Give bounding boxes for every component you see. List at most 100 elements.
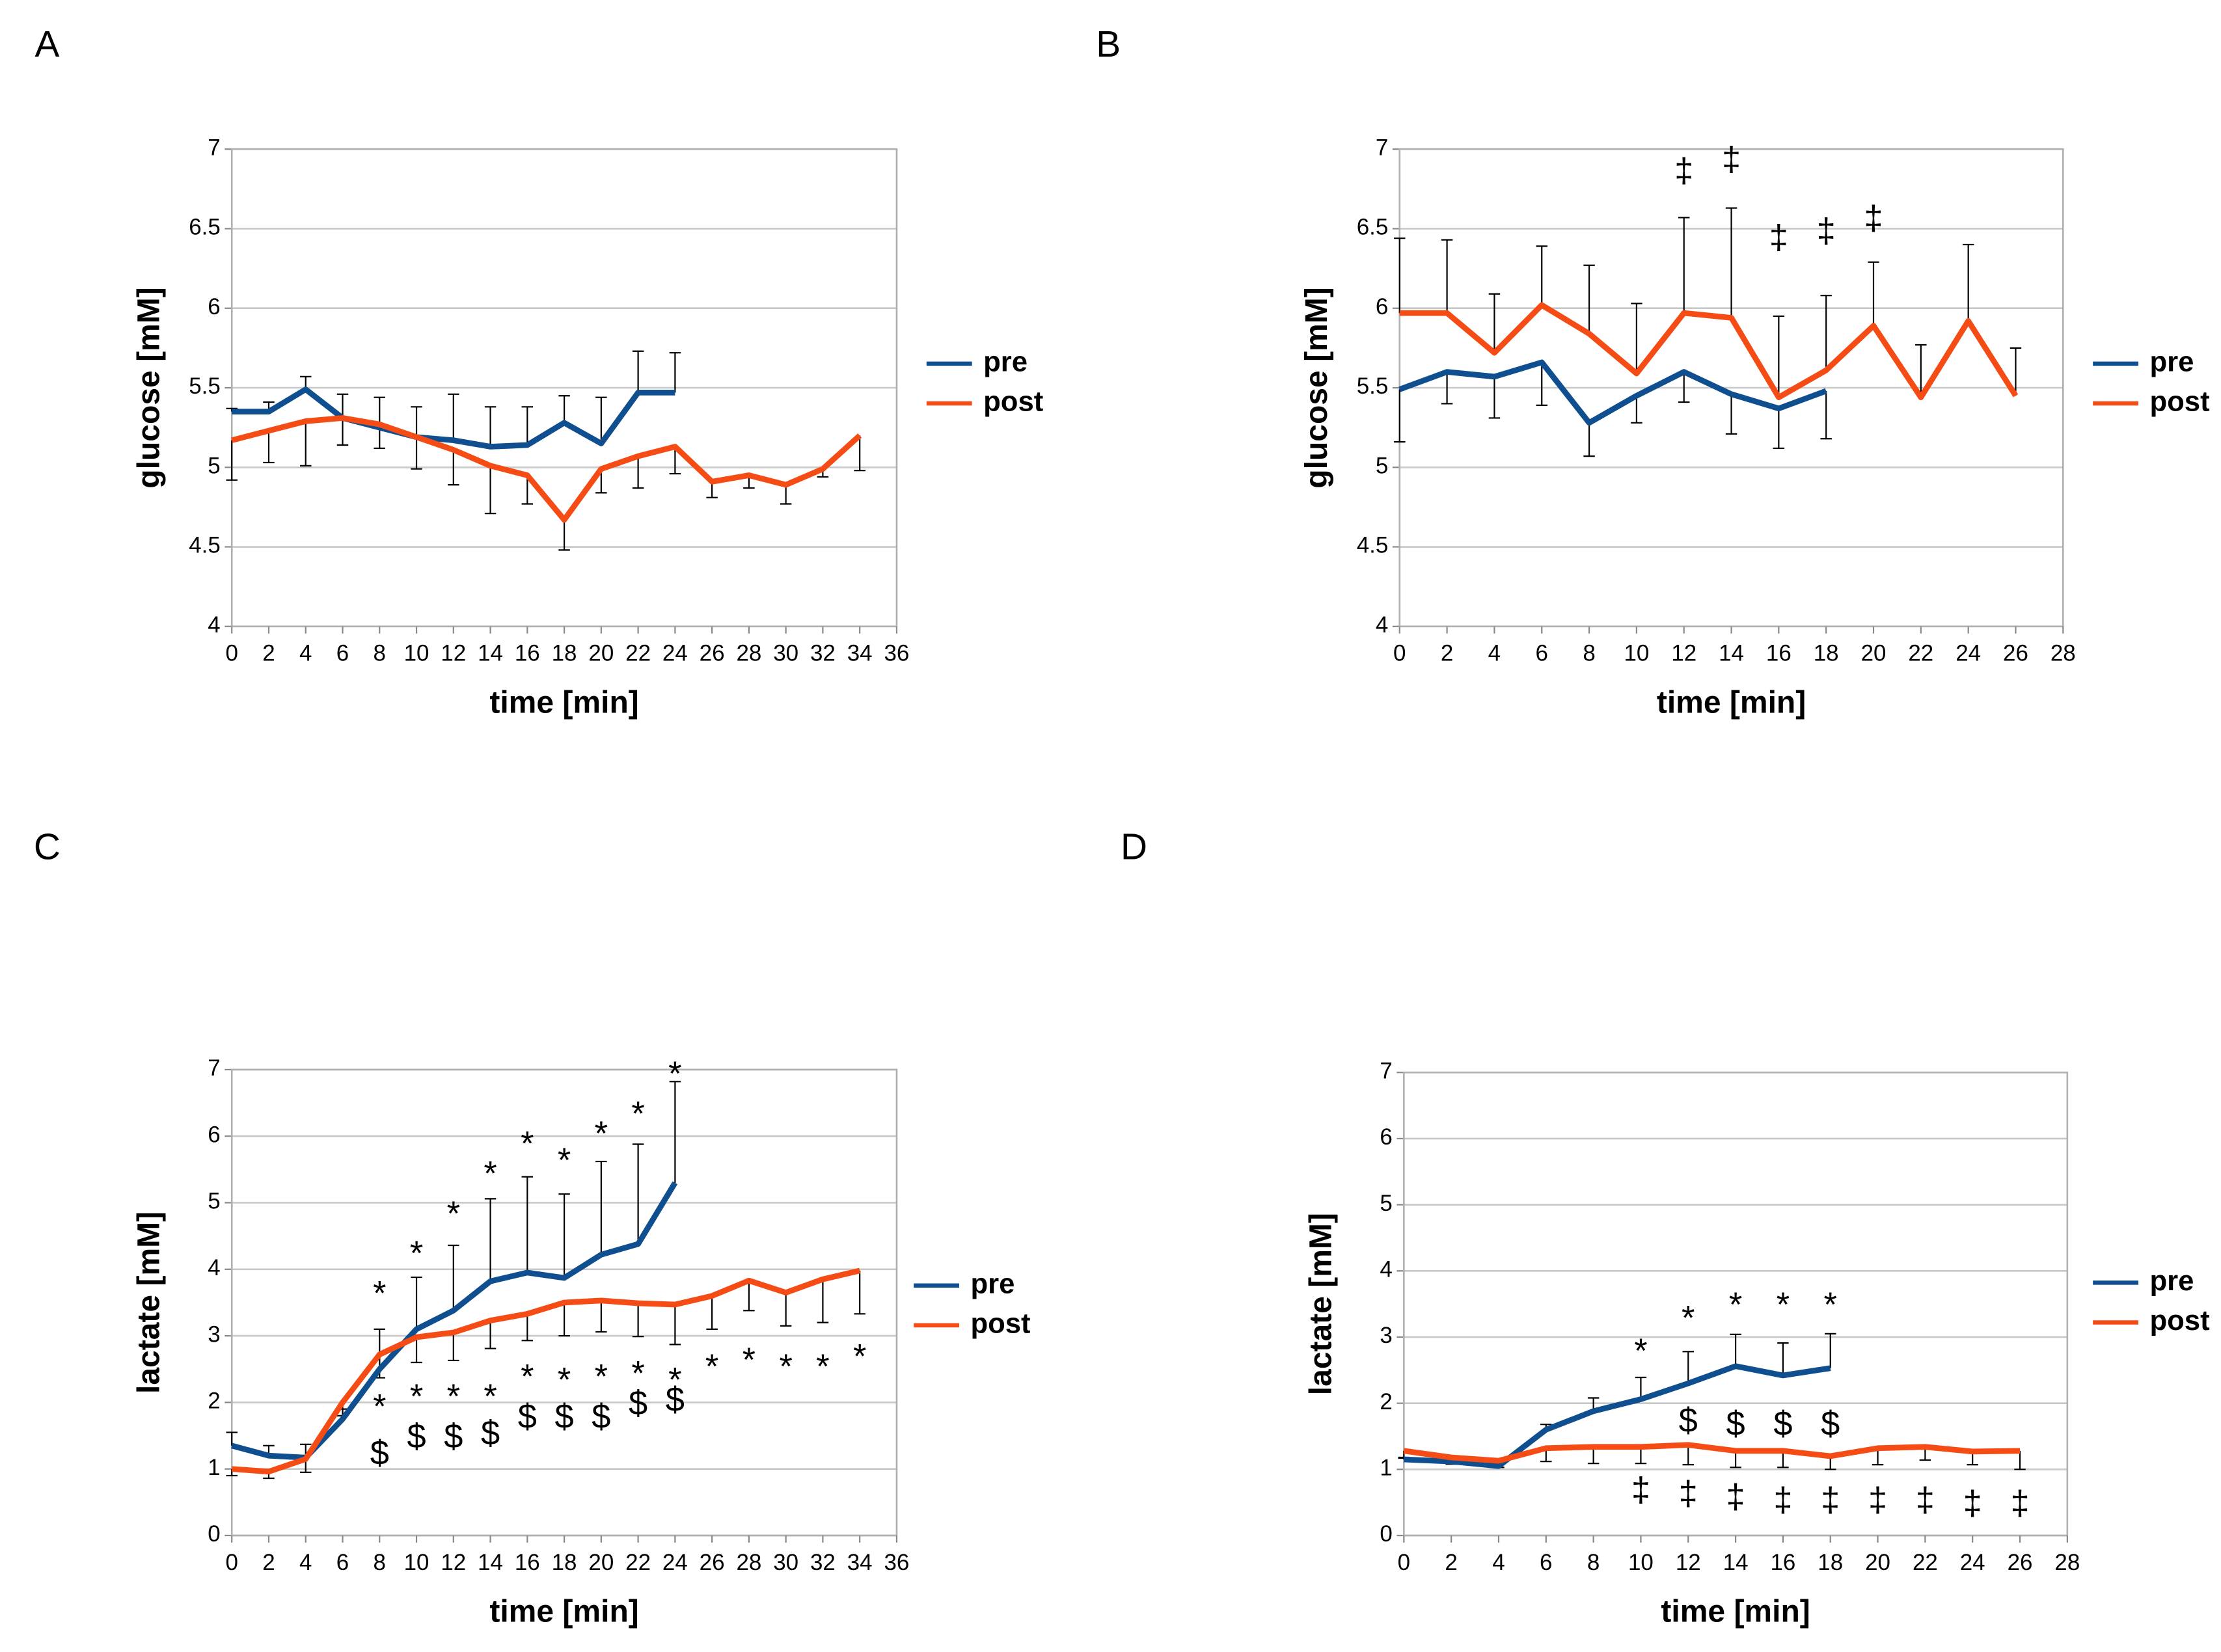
annotation: ‡ (1679, 1475, 1698, 1513)
annotation: * (631, 1095, 644, 1133)
panel-label: A (34, 24, 59, 65)
x-tick-label: 18 (1818, 1550, 1843, 1575)
x-tick-label: 24 (662, 1550, 688, 1575)
annotation: * (1729, 1286, 1742, 1324)
annotation: $ (1726, 1405, 1745, 1443)
x-tick-label: 28 (736, 1550, 761, 1575)
series-line (1403, 1442, 2021, 1464)
annotation: * (1634, 1333, 1647, 1370)
x-tick-label: 32 (810, 641, 836, 666)
x-tick-label: 32 (810, 1550, 836, 1575)
x-tick-label: 26 (2008, 1550, 2033, 1575)
annotation: * (558, 1142, 571, 1180)
annotation: * (447, 1378, 460, 1416)
x-tick-label: 28 (2051, 641, 2076, 666)
x-tick-label: 0 (226, 1550, 238, 1575)
x-tick-label: 26 (2003, 641, 2028, 666)
y-tick-label: 5 (1380, 1191, 1392, 1216)
x-tick-label: 0 (226, 641, 238, 666)
annotation: ‡ (2010, 1485, 2029, 1523)
annotation: * (558, 1362, 571, 1400)
x-tick-label: 34 (847, 641, 873, 666)
y-tick-label: 0 (208, 1521, 220, 1547)
x-tick-label: 22 (625, 641, 651, 666)
y-tick-label: 2 (208, 1388, 220, 1414)
annotation: ‡ (1631, 1472, 1650, 1510)
x-tick-label: 14 (1723, 1550, 1749, 1575)
annotation: * (521, 1125, 534, 1163)
series-line (1398, 359, 1827, 426)
x-tick-label: 20 (1865, 1550, 1890, 1575)
series-line (232, 386, 675, 450)
x-tick-label: 12 (1671, 641, 1696, 666)
y-axis-title: glucose [mM] (1300, 287, 1334, 488)
legend-label: pre (2149, 345, 2194, 377)
annotation: ‡ (1773, 1482, 1792, 1519)
annotation: $ (518, 1398, 537, 1436)
x-axis-title: time [min] (1661, 1595, 1810, 1629)
annotation: * (484, 1155, 497, 1193)
legend-label: pre (2149, 1265, 2194, 1297)
x-tick-label: 4 (1488, 641, 1501, 666)
annotation: * (595, 1115, 608, 1153)
y-axis-title: lactate [mM] (131, 1212, 166, 1394)
series-line (1399, 302, 2019, 401)
x-tick-label: 2 (262, 1550, 275, 1575)
annotation: ‡ (1864, 200, 1883, 237)
annotation: * (447, 1195, 460, 1233)
annotation: ‡ (1963, 1485, 1982, 1523)
x-tick-label: 4 (299, 1550, 312, 1575)
x-tick-label: 18 (1814, 641, 1839, 666)
x-tick-label: 8 (374, 1550, 386, 1575)
y-tick-label: 5 (208, 453, 220, 478)
series-line (1404, 1363, 1831, 1469)
y-tick-label: 6.5 (1357, 215, 1389, 240)
y-tick-label: 4 (1376, 612, 1388, 638)
y-tick-label: 5.5 (1357, 373, 1389, 399)
x-axis-title: time [min] (1657, 686, 1806, 720)
annotation: * (595, 1358, 608, 1396)
y-tick-label: 5 (208, 1189, 220, 1214)
legend-label: post (983, 386, 1043, 418)
y-tick-label: 1 (1380, 1456, 1392, 1481)
x-tick-label: 10 (1628, 1550, 1654, 1575)
x-tick-label: 24 (662, 641, 688, 666)
x-tick-label: 8 (374, 641, 386, 666)
x-tick-label: 28 (736, 641, 761, 666)
x-tick-label: 10 (404, 1550, 429, 1575)
annotation: $ (555, 1398, 574, 1436)
annotation: * (484, 1378, 497, 1416)
annotation: ‡ (1769, 219, 1788, 256)
y-tick-label: 4 (208, 1255, 220, 1280)
annotation: * (853, 1338, 866, 1376)
x-tick-label: 16 (515, 1550, 540, 1575)
x-tick-label: 12 (1676, 1550, 1701, 1575)
x-axis-title: time [min] (489, 686, 638, 720)
chart-panel: A44.555.566.570 2 4 6 8 10 12 14 16 18 20 22 24 26 28 3… (34, 24, 1043, 720)
y-tick-label: 0 (1380, 1521, 1392, 1547)
y-tick-label: 7 (208, 135, 220, 160)
x-tick-label: 14 (1719, 641, 1744, 666)
y-tick-label: 6.5 (189, 215, 221, 240)
x-tick-label: 34 (847, 1550, 873, 1575)
annotation: ‡ (1916, 1482, 1935, 1519)
x-tick-label: 8 (1587, 1550, 1600, 1575)
x-tick-label: 18 (552, 1550, 577, 1575)
annotation: * (1682, 1299, 1695, 1337)
annotation: $ (481, 1415, 500, 1452)
annotation: * (410, 1235, 423, 1273)
x-tick-label: 10 (1624, 641, 1649, 666)
x-tick-label: 6 (1536, 641, 1548, 666)
x-tick-label: 26 (700, 641, 725, 666)
x-tick-label: 6 (1540, 1550, 1552, 1575)
legend-label: post (2149, 386, 2209, 418)
x-tick-label: 14 (478, 641, 503, 666)
y-tick-label: 6 (1376, 294, 1388, 319)
x-tick-label: 16 (1766, 641, 1792, 666)
x-tick-label: 22 (1913, 1550, 1938, 1575)
annotation: $ (1821, 1405, 1840, 1443)
x-tick-label: 0 (1398, 1550, 1410, 1575)
